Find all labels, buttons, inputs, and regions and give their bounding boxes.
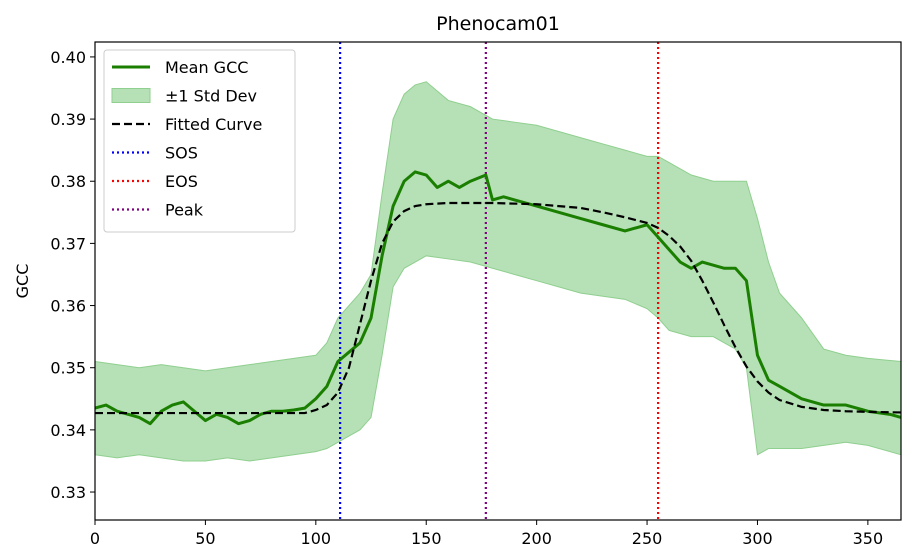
- legend-label: Peak: [165, 201, 204, 220]
- legend-label: Mean GCC: [165, 58, 248, 77]
- x-axis: 0 50 100 150 200 250 300 350: [90, 520, 883, 548]
- y-tick-label: 0.40: [50, 48, 86, 67]
- legend: Mean GCC ±1 Std Dev Fitted Curve SOS EOS Peak: [103, 49, 296, 233]
- y-tick-label: 0.35: [50, 359, 86, 378]
- chart-title: Phenocam01: [436, 13, 560, 35]
- y-axis-label: GCC: [13, 264, 32, 299]
- x-tick-label: 50: [195, 529, 215, 548]
- std-dev-band: [95, 81, 901, 462]
- x-tick-label: 350: [853, 529, 884, 548]
- legend-label: EOS: [165, 172, 198, 191]
- y-axis: 0.33 0.34 0.35 0.36 0.37 0.38 0.39 0.40: [50, 48, 95, 502]
- y-tick-label: 0.33: [50, 483, 86, 502]
- plot-frame: [94, 41, 902, 521]
- y-tick-label: 0.39: [50, 110, 86, 129]
- x-tick-label: 250: [632, 529, 663, 548]
- x-tick-label: 200: [521, 529, 552, 548]
- mean-gcc-line: [95, 170, 901, 426]
- series-group: [95, 42, 901, 520]
- legend-label: ±1 Std Dev: [165, 87, 257, 106]
- legend-box: [103, 49, 296, 233]
- x-tick-label: 300: [742, 529, 773, 548]
- legend-swatch-std: [111, 88, 151, 103]
- legend-label: Fitted Curve: [165, 115, 262, 134]
- x-tick-label: 100: [301, 529, 332, 548]
- x-tick-label: 150: [411, 529, 442, 548]
- y-tick-label: 0.36: [50, 297, 86, 316]
- y-tick-label: 0.37: [50, 234, 86, 253]
- x-tick-label: 0: [90, 529, 100, 548]
- plot-area: [95, 42, 901, 520]
- y-tick-label: 0.34: [50, 421, 86, 440]
- legend-label: SOS: [165, 144, 198, 163]
- y-tick-label: 0.38: [50, 172, 86, 191]
- fitted-curve-line: [95, 201, 901, 415]
